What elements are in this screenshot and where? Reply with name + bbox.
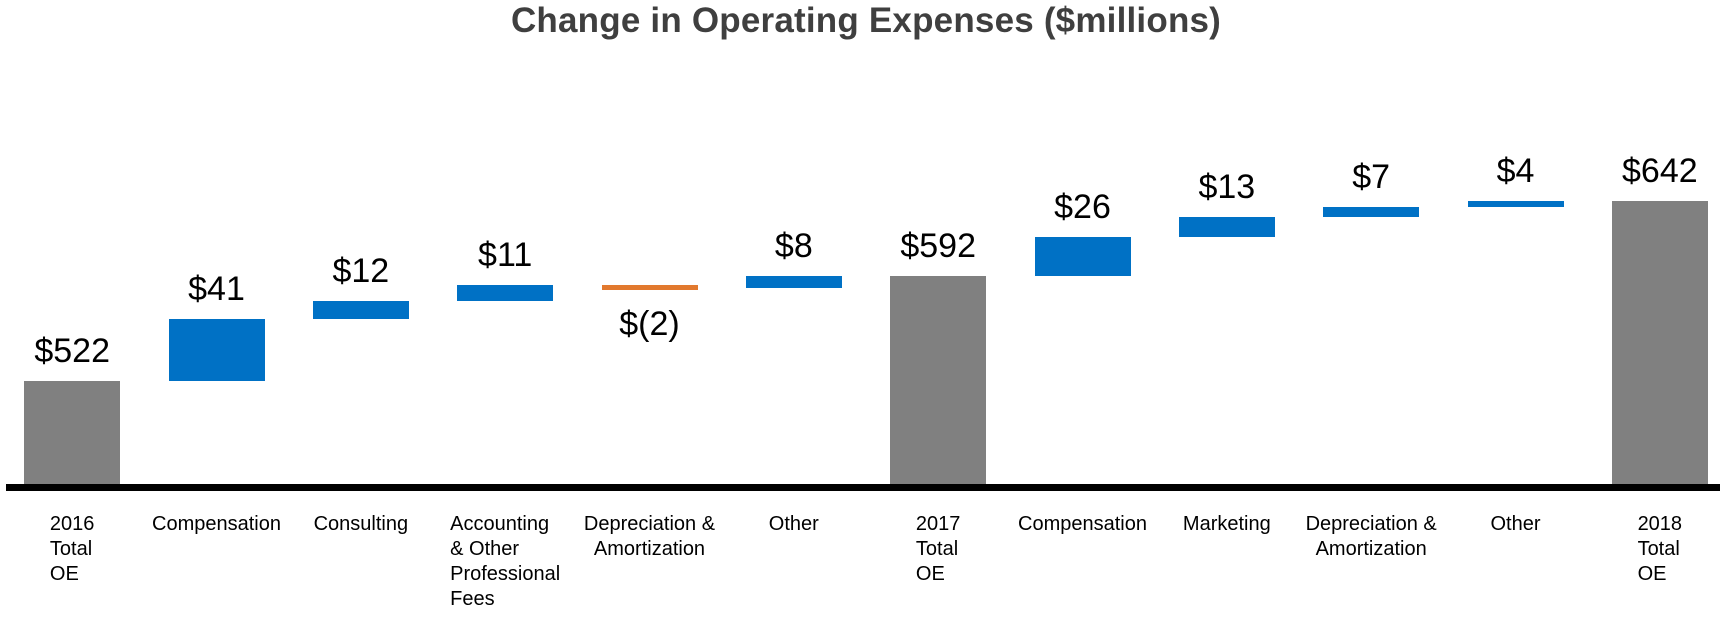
value-label-2: $12: [332, 252, 390, 290]
value-label-3: $11: [478, 235, 533, 274]
x-axis-line: [6, 484, 1720, 491]
bar-7-compensation: [1034, 236, 1131, 276]
bar-2-consulting: [312, 301, 409, 319]
category-label-text: Depreciation & Amortization: [584, 512, 715, 562]
category-label-text: Marketing: [1183, 512, 1271, 537]
bar-6-2017-total-oe: [890, 275, 987, 484]
value-label-11: $642: [1622, 151, 1698, 190]
bar-9-depreciation-amortization: [1323, 206, 1420, 217]
category-label-10: Other: [1443, 512, 1587, 537]
bar-5-other: [745, 275, 842, 288]
category-label-line: Other: [1490, 513, 1541, 535]
category-label-2: Consulting: [289, 512, 433, 537]
bar-1-compensation: [168, 319, 265, 381]
category-label-text: Compensation: [1018, 512, 1147, 537]
category-label-text: Compensation: [152, 512, 281, 537]
value-label-1: $41: [188, 270, 245, 308]
bar-0-2016-total-oe: [24, 380, 121, 484]
category-label-text: Depreciation & Amortization: [1306, 512, 1437, 562]
bar-4-depreciation-amortization: [601, 284, 698, 290]
category-label-line: Marketing: [1182, 513, 1271, 535]
category-label-line: Accounting: [450, 513, 550, 535]
category-label-line: Amortization: [1315, 538, 1427, 560]
category-label-line: Consulting: [313, 513, 409, 535]
value-label-10: $4: [1496, 151, 1535, 190]
value-label-5: $8: [774, 226, 813, 265]
category-label-11: 2018 Total OE: [1588, 512, 1732, 587]
category-label-line: OE: [915, 563, 945, 585]
category-label-line: 2017: [915, 513, 961, 535]
category-label-3: Accounting & Other Professional Fees: [433, 512, 577, 612]
bar-10-other: [1467, 200, 1564, 207]
category-label-line: Other: [768, 513, 819, 535]
category-label-1: Compensation: [144, 512, 288, 537]
value-label-9: $7: [1352, 157, 1391, 196]
category-label-line: OE: [49, 563, 79, 585]
category-label-line: 2018: [1637, 513, 1683, 535]
bar-11-2018-total-oe: [1611, 200, 1708, 484]
value-label-6: $592: [900, 226, 976, 265]
category-label-line: Depreciation &: [1305, 513, 1437, 535]
value-label-4: $(2): [619, 304, 680, 343]
category-label-line: Fees: [450, 588, 495, 610]
category-label-4: Depreciation & Amortization: [577, 512, 721, 562]
value-label-7: $26: [1054, 187, 1111, 226]
category-label-text: Other: [1490, 512, 1540, 537]
category-label-line: Total: [1637, 538, 1680, 560]
bar-8-marketing: [1178, 217, 1275, 237]
category-label-line: Amortization: [593, 538, 706, 560]
category-label-line: Total: [49, 538, 93, 560]
category-label-text: Accounting & Other Professional Fees: [450, 512, 560, 612]
category-label-5: Other: [722, 512, 866, 537]
category-label-line: Total: [915, 538, 959, 560]
category-label-0: 2016 Total OE: [0, 512, 144, 587]
category-label-line: Compensation: [152, 513, 281, 535]
category-label-text: 2018 Total OE: [1638, 512, 1683, 587]
category-label-line: Compensation: [1018, 513, 1147, 535]
category-label-line: & Other: [450, 538, 520, 560]
bar-3-accounting-other-professional-fees: [457, 284, 554, 301]
value-label-8: $13: [1198, 168, 1256, 206]
category-label-7: Compensation: [1010, 512, 1154, 537]
category-label-line: Depreciation &: [583, 513, 716, 535]
chart-title: Change in Operating Expenses ($millions): [510, 1, 1222, 40]
category-label-6: 2017 Total OE: [866, 512, 1010, 587]
category-label-9: Depreciation & Amortization: [1299, 512, 1443, 562]
category-label-text: Other: [769, 512, 819, 537]
category-label-8: Marketing: [1155, 512, 1299, 537]
category-label-line: Professional: [450, 563, 561, 585]
value-label-0: $522: [34, 331, 110, 370]
category-label-text: 2017 Total OE: [916, 512, 961, 587]
category-label-text: Consulting: [314, 512, 409, 537]
category-label-line: 2016: [49, 513, 95, 535]
category-label-text: 2016 Total OE: [50, 512, 95, 587]
category-label-line: OE: [1637, 563, 1667, 585]
